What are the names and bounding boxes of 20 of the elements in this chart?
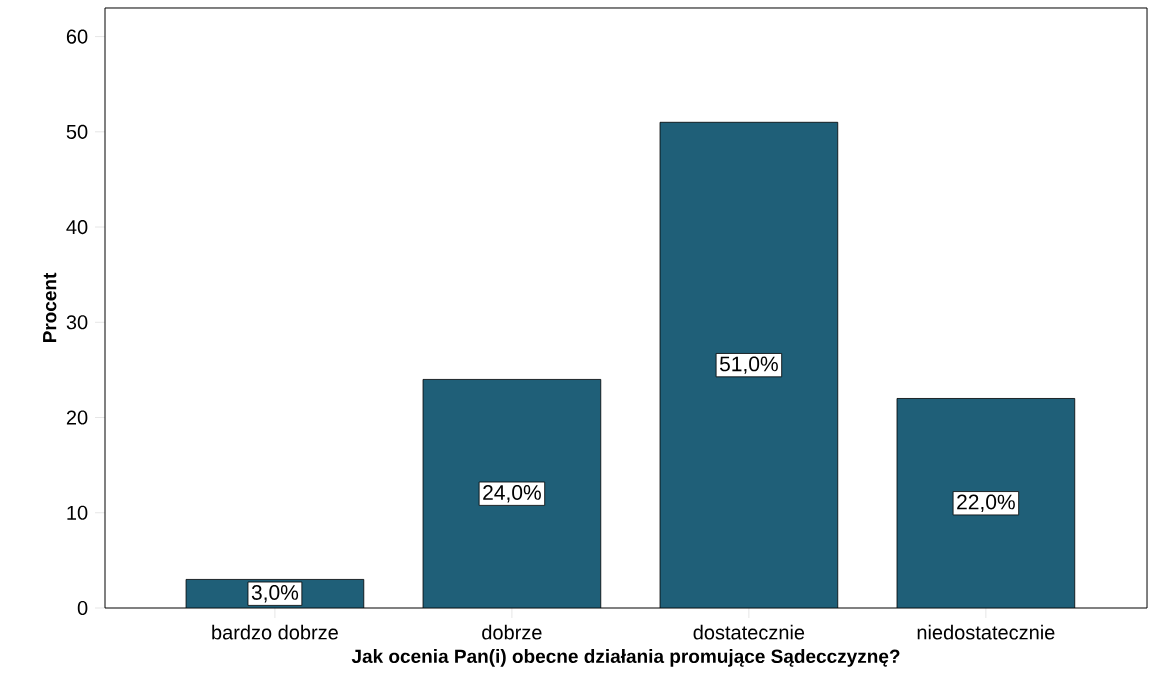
x-tick-label: dobrze xyxy=(482,624,542,640)
data-label: 24,0% xyxy=(483,485,541,503)
data-label: 3,0% xyxy=(251,585,299,603)
y-tick-label: 40 xyxy=(66,219,88,235)
y-axis-title: Procent xyxy=(43,272,57,343)
data-label: 51,0% xyxy=(719,356,778,374)
y-tick-label: 50 xyxy=(66,124,88,139)
data-label: 22,0% xyxy=(957,494,1015,512)
y-tick-label: 60 xyxy=(66,29,88,44)
bar xyxy=(422,379,602,608)
x-tick-label: dostatecznie xyxy=(693,624,805,640)
y-tick-label: 0 xyxy=(77,600,88,616)
bar xyxy=(659,121,839,608)
x-axis-title: Jak ocenia Pan(i) obecne działania promujące Sądecczyznę? xyxy=(351,649,900,667)
y-tick-label: 30 xyxy=(66,315,88,330)
x-tick-label: niedostatecznie xyxy=(917,624,1055,640)
y-tick-label: 10 xyxy=(67,505,88,520)
bar xyxy=(896,398,1076,608)
y-tick-label: 20 xyxy=(66,410,88,425)
x-tick-label: bardzo dobrze xyxy=(212,624,338,640)
